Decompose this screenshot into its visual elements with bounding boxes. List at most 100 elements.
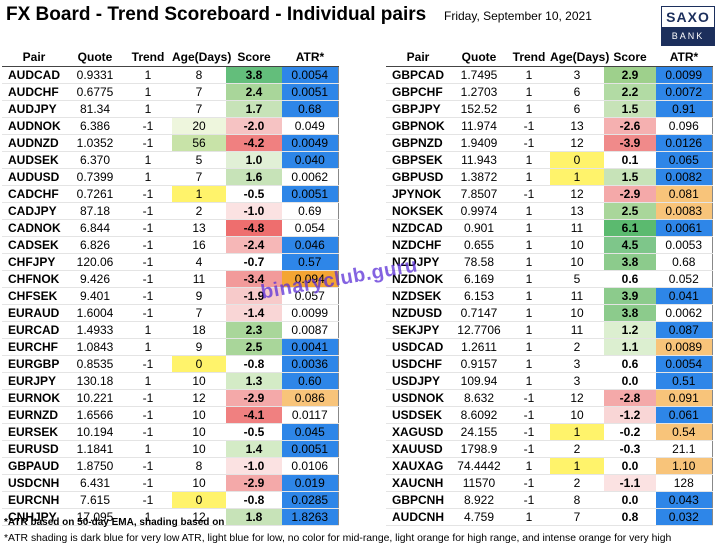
atr-cell: 0.0082 [656, 168, 713, 186]
table-row: CNHJPY 17.095 1 12 1.8 1.8263 [2, 508, 339, 526]
pair-cell: CHFNOK [2, 270, 66, 288]
atr-cell: 0.094 [282, 270, 339, 288]
atr-cell: 0.054 [282, 219, 339, 237]
table-row: GBPCAD 1.7495 1 3 2.9 0.0099 [386, 66, 713, 84]
age-cell: 1 [172, 185, 226, 203]
age-cell: 9 [172, 338, 226, 356]
table-header-row: Pair Quote Trend Age(Days) Score ATR* [386, 48, 712, 67]
table-row: USDSEK 8.6092 -1 10 -1.2 0.061 [386, 406, 713, 424]
quote-cell: 10.221 [66, 389, 124, 407]
age-cell: 5 [172, 151, 226, 169]
age-cell: 0 [172, 355, 226, 373]
pair-cell: XAUUSD [386, 440, 450, 458]
table-row: EURNOK 10.221 -1 12 -2.9 0.086 [2, 389, 339, 407]
atr-cell: 0.51 [656, 372, 713, 390]
table-row: GBPJPY 152.52 1 6 1.5 0.91 [386, 100, 713, 118]
table-row: EURAUD 1.6004 -1 7 -1.4 0.0099 [2, 304, 339, 322]
quote-cell: 11.943 [450, 151, 508, 169]
atr-cell: 0.0062 [282, 168, 339, 186]
atr-cell: 0.045 [282, 423, 339, 441]
trend-cell: 1 [508, 457, 550, 475]
score-cell: -2.6 [604, 117, 656, 135]
quote-cell: 1798.9 [450, 440, 508, 458]
quote-cell: 1.9409 [450, 134, 508, 152]
age-cell: 6 [550, 100, 604, 118]
age-cell: 2 [550, 440, 604, 458]
age-cell: 16 [172, 236, 226, 254]
trend-cell: 1 [124, 372, 172, 390]
age-cell: 10 [550, 406, 604, 424]
table-row: XAUUSD 1798.9 -1 2 -0.3 21.1 [386, 440, 713, 458]
pair-cell: AUDUSD [2, 168, 66, 186]
age-cell: 20 [172, 117, 226, 135]
pair-cell: CADSEK [2, 236, 66, 254]
table-row: USDCNH 6.431 -1 10 -2.9 0.019 [2, 474, 339, 492]
quote-cell: 0.901 [450, 219, 508, 237]
table-row: EURSEK 10.194 -1 10 -0.5 0.045 [2, 423, 339, 441]
footnote-atr-basis: *ATR based on 50-day EMA, shading based … [4, 517, 226, 528]
score-cell: 4.5 [604, 236, 656, 254]
pair-cell: GBPNZD [386, 134, 450, 152]
trend-cell: -1 [124, 474, 172, 492]
table-row: CADJPY 87.18 -1 2 -1.0 0.69 [2, 202, 339, 220]
age-cell: 7 [172, 100, 226, 118]
pair-cell: XAUCNH [386, 474, 450, 492]
col-header-pair: Pair [386, 48, 450, 67]
quote-cell: 4.759 [450, 508, 508, 526]
age-cell: 10 [172, 474, 226, 492]
quote-cell: 17.095 [66, 508, 124, 526]
age-cell: 13 [550, 117, 604, 135]
table-row: GBPCNH 8.922 -1 8 0.0 0.043 [386, 491, 713, 509]
quote-cell: 10.194 [66, 423, 124, 441]
atr-cell: 0.019 [282, 474, 339, 492]
quote-cell: 12.7706 [450, 321, 508, 339]
score-cell: -1.4 [226, 304, 282, 322]
age-cell: 1 [550, 423, 604, 441]
col-header-age: Age(Days) [172, 48, 231, 67]
trend-cell: 1 [508, 508, 550, 526]
atr-cell: 0.032 [656, 508, 713, 526]
table-row: EURCHF 1.0843 1 9 2.5 0.0041 [2, 338, 339, 356]
pair-cell: CHFSEK [2, 287, 66, 305]
atr-cell: 0.096 [656, 117, 713, 135]
atr-cell: 0.0126 [656, 134, 713, 152]
trend-cell: -1 [124, 304, 172, 322]
age-cell: 11 [550, 321, 604, 339]
table-row: GBPUSD 1.3872 1 1 1.5 0.0082 [386, 168, 713, 186]
pair-cell: AUDCAD [2, 66, 66, 84]
quote-cell: 130.18 [66, 372, 124, 390]
pair-cell: NOKSEK [386, 202, 450, 220]
table-row: NZDSEK 6.153 1 11 3.9 0.041 [386, 287, 713, 305]
trend-cell: 1 [124, 321, 172, 339]
quote-cell: 120.06 [66, 253, 124, 271]
table-row: AUDCHF 0.6775 1 7 2.4 0.0051 [2, 83, 339, 101]
score-cell: 0.8 [604, 508, 656, 526]
atr-cell: 0.0072 [656, 83, 713, 101]
atr-cell: 0.0089 [656, 338, 713, 356]
quote-cell: 0.9157 [450, 355, 508, 373]
table-row: GBPNZD 1.9409 -1 12 -3.9 0.0126 [386, 134, 713, 152]
quote-cell: 9.426 [66, 270, 124, 288]
col-header-score: Score [226, 48, 282, 67]
trend-cell: -1 [508, 440, 550, 458]
score-cell: 0.0 [604, 457, 656, 475]
trend-cell: 1 [508, 270, 550, 288]
atr-cell: 0.081 [656, 185, 713, 203]
quote-cell: 9.401 [66, 287, 124, 305]
quote-cell: 0.9974 [450, 202, 508, 220]
score-cell: 1.4 [226, 440, 282, 458]
pair-cell: NZDCAD [386, 219, 450, 237]
age-cell: 8 [172, 66, 226, 84]
quote-cell: 24.155 [450, 423, 508, 441]
trend-cell: -1 [124, 406, 172, 424]
score-cell: 2.3 [226, 321, 282, 339]
score-cell: 2.5 [226, 338, 282, 356]
pair-cell: EURCNH [2, 491, 66, 509]
quote-cell: 74.4442 [450, 457, 508, 475]
pair-cell: GBPJPY [386, 100, 450, 118]
col-header-atr: ATR* [282, 48, 338, 67]
trend-cell: -1 [508, 117, 550, 135]
quote-cell: 0.8535 [66, 355, 124, 373]
atr-cell: 0.041 [656, 287, 713, 305]
score-cell: 6.1 [604, 219, 656, 237]
